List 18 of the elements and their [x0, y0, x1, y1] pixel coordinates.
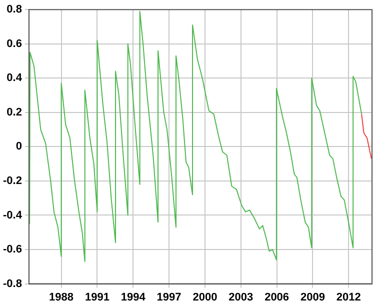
y-tick-label: -0.2 [2, 175, 22, 188]
x-tick-label: 2003 [228, 291, 254, 304]
y-tick-label: 0.2 [6, 106, 22, 118]
x-tick-label: 1997 [156, 291, 182, 304]
x-tick-label: 1988 [49, 291, 74, 304]
y-tick-label: -0.4 [2, 209, 23, 222]
y-tick-label: 0.4 [6, 72, 23, 84]
x-tick-label: 1991 [84, 291, 110, 304]
y-tick-label: -0.8 [2, 278, 22, 290]
x-tick-label: 2000 [192, 291, 218, 304]
x-tick-label: 2006 [264, 291, 290, 304]
y-tick-label: 0.6 [6, 38, 22, 50]
y-tick-label: -0.6 [2, 244, 22, 256]
x-tick-label: 2009 [300, 291, 325, 304]
y-tick-label: 0.8 [6, 4, 22, 16]
y-tick-label: 0 [16, 140, 22, 153]
x-tick-label: 1994 [120, 291, 146, 304]
x-tick-label: 2012 [336, 291, 361, 304]
